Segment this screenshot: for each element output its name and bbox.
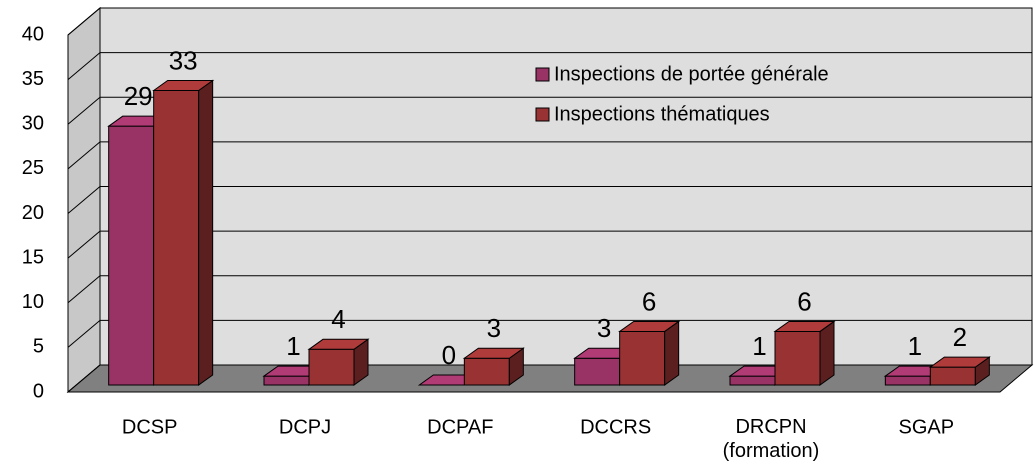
- bar-top: [152, 79, 215, 91]
- y-tick-label: 5: [33, 336, 44, 358]
- value-label: 2: [953, 322, 967, 352]
- bar: [307, 338, 370, 386]
- value-label: 29: [124, 81, 153, 111]
- bar: [462, 347, 525, 386]
- bar-front: [263, 375, 310, 386]
- bar: [152, 79, 215, 386]
- value-label: 33: [169, 45, 198, 75]
- grid-line: [67, 319, 101, 348]
- bar-front: [929, 366, 976, 386]
- value-label: 1: [286, 331, 300, 361]
- y-tick-label: 25: [22, 157, 44, 179]
- bar-top: [618, 320, 681, 332]
- value-label: 3: [487, 313, 501, 343]
- bar-front: [308, 348, 355, 386]
- legend-label: Inspections de portée générale: [554, 63, 829, 85]
- y-tick-label: 20: [22, 202, 44, 224]
- bar-front: [463, 357, 510, 386]
- bar-front: [153, 89, 200, 386]
- bar-top: [773, 320, 836, 332]
- bar-side: [819, 320, 835, 386]
- value-label: 0: [442, 340, 456, 370]
- value-label: 6: [642, 286, 656, 316]
- value-label: 1: [908, 331, 922, 361]
- bar-front: [108, 125, 155, 386]
- grid-line: [67, 96, 101, 125]
- bar-top: [462, 347, 525, 359]
- bar-side: [198, 79, 214, 386]
- value-label: 1: [752, 331, 766, 361]
- x-tick-label: DCCRS: [580, 416, 651, 438]
- bar-top: [307, 338, 370, 350]
- bar-front: [729, 375, 776, 386]
- bar-top: [928, 356, 991, 368]
- bar-front: [774, 330, 821, 386]
- y-tick-label: 35: [22, 68, 44, 90]
- x-tick-label: DCPJ: [279, 416, 331, 438]
- y-tick-label: 30: [22, 113, 44, 135]
- bar-side: [664, 320, 680, 386]
- y-tick-label: 40: [22, 23, 44, 45]
- grid-line: [67, 141, 101, 170]
- bar-front: [574, 357, 621, 386]
- x-tick-label: DCSP: [122, 416, 178, 438]
- y-tick-label: 0: [33, 380, 44, 402]
- grid-line: [67, 7, 101, 36]
- bar: [928, 356, 991, 386]
- x-tick-label: SGAP: [899, 416, 955, 438]
- grid-line: [67, 52, 101, 81]
- value-label: 3: [597, 313, 611, 343]
- legend-swatch: [535, 107, 550, 122]
- legend-swatch: [535, 67, 550, 82]
- y-tick-label: 15: [22, 246, 44, 268]
- grid-line: [67, 230, 101, 259]
- value-label: 4: [331, 304, 345, 334]
- x-tick-label: DCPAF: [427, 416, 493, 438]
- x-tick-label: DRCPN (formation): [723, 416, 820, 462]
- bar: [618, 320, 681, 386]
- grid-line: [67, 186, 101, 214]
- bar-front: [884, 375, 931, 386]
- bar: [773, 320, 836, 386]
- y-tick-label: 10: [22, 291, 44, 313]
- grid-line: [67, 275, 101, 304]
- value-label: 6: [797, 286, 811, 316]
- grid-line: [67, 364, 101, 393]
- legend-label: Inspections thématiques: [554, 103, 770, 125]
- bar-front: [619, 330, 666, 386]
